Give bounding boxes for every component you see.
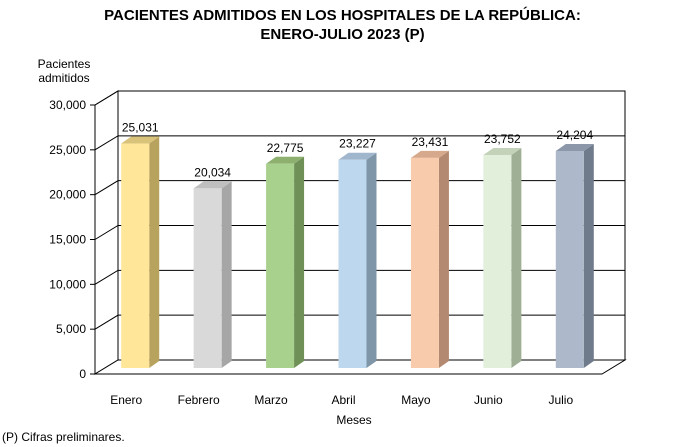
y-tick-label: 10,000 [49,277,86,291]
data-label: 23,227 [339,137,376,151]
bar-side [438,150,449,368]
y-tick-label: 30,000 [49,98,86,112]
data-label: 23,431 [412,135,449,149]
y-tick-label: 20,000 [49,188,86,202]
bar-side [221,181,232,368]
gridline [94,314,625,330]
bar-side [511,148,522,368]
bar-top [555,143,594,151]
x-tick-label: Enero [110,393,142,407]
data-label: 20,034 [194,165,231,179]
bar-side [366,152,377,368]
data-label: 24,204 [556,128,593,142]
x-tick-label: Febrero [178,393,220,407]
gridline [94,225,625,240]
bar-top [121,136,160,144]
gridline [94,180,625,196]
chart-title-line-2: ENERO-JULIO 2023 (P) [260,26,425,43]
bar-side [294,156,305,368]
x-tick-label: Abril [331,393,355,407]
y-tick-label: 25,000 [49,143,86,157]
footnote: (P) Cifras preliminares. [2,430,125,444]
y-tick-label: 15,000 [49,233,86,247]
x-tick-label: Junio [474,393,503,407]
bar-julio [555,150,584,368]
bar-marzo [266,163,295,368]
x-tick-label: Mayo [401,393,431,407]
bar-junio [483,155,512,368]
gridline [94,269,625,285]
bar-top [266,156,305,164]
bar-top [193,181,232,189]
gridline [94,90,625,106]
y-axis-label-line-2: admitidos [38,71,89,85]
x-tick-label: Julio [548,393,573,407]
y-tick-label: 0 [79,367,86,381]
y-tick-label: 5,000 [56,322,86,336]
chart-title: PACIENTES ADMITIDOS EN LOS HOSPITALES DE… [0,6,685,44]
bar-abril [338,159,367,368]
data-label: 23,752 [484,132,521,146]
bar-mayo [410,157,439,368]
data-label: 25,031 [122,121,159,135]
y-axis-label-line-1: Pacientes [38,57,91,71]
gridline [94,135,625,151]
x-tick-label: Marzo [254,393,288,407]
data-label: 22,775 [267,141,304,155]
bar-febrero [193,188,222,368]
bar-top [338,152,377,160]
bar-top [483,148,522,156]
bar-side [583,143,594,368]
chart-title-line-1: PACIENTES ADMITIDOS EN LOS HOSPITALES DE… [104,7,581,24]
bar-enero [121,143,150,368]
bar-top [410,150,449,158]
bar-side [149,136,160,368]
x-axis-label: Meses [336,413,371,427]
